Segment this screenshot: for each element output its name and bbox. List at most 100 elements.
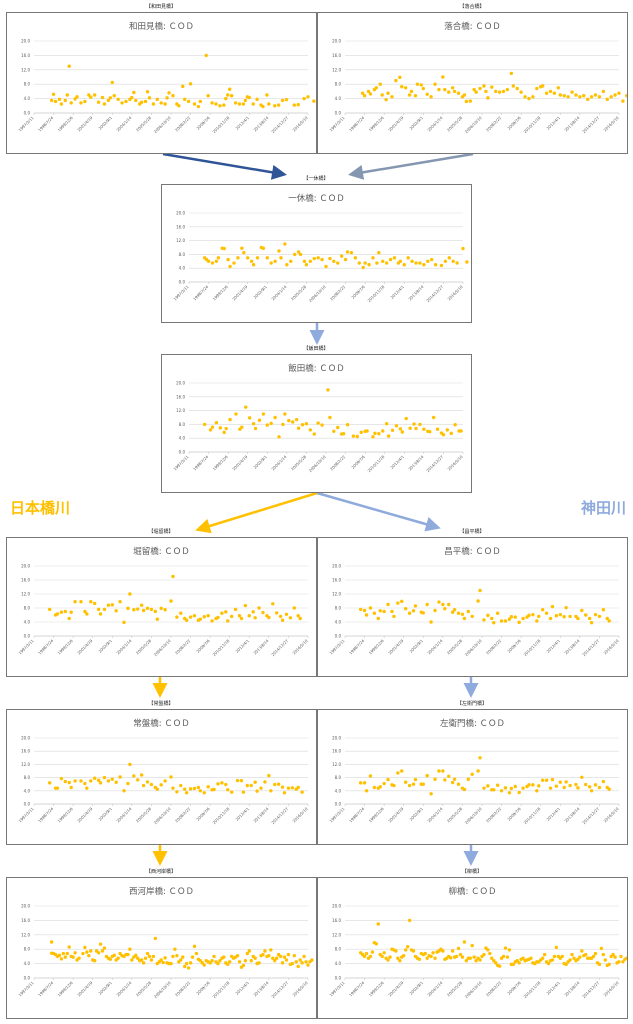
y-tick-label: 16.0 <box>176 394 185 399</box>
x-tick-label: 2008/2/22 <box>329 284 347 302</box>
chart-panel-yanagi: 柳橋: ＣＯＤ 0.0 4.0 8.0 12.0 16.0 20.0 1997/3/11 199… <box>317 877 628 1019</box>
y-tick-label: 4.0 <box>335 620 342 625</box>
x-tick-label: 2005/5/28 <box>135 115 153 133</box>
x-tick-label: 2004/1/14 <box>115 980 133 998</box>
y-tick-label: 0.0 <box>24 111 31 116</box>
x-tick-label: 2016/5/10 <box>602 806 620 824</box>
chart-panel-ikkyu: 一休橋: ＣＯＤ 0.0 4.0 8.0 12.0 16.0 20.0 1997/3/11 19… <box>161 184 472 323</box>
x-tick-label: 2008/2/22 <box>174 806 192 824</box>
data-points <box>49 53 316 109</box>
x-tick-label: 2013/8/14 <box>252 980 270 998</box>
y-tick-label: 8.0 <box>335 82 342 87</box>
x-tick-label: 1997/3/11 <box>17 980 35 998</box>
x-tick-label: 2012/4/1 <box>389 284 405 300</box>
y-tick-label: 12.0 <box>332 592 341 597</box>
x-tick-label: 2010/11/18 <box>522 638 541 657</box>
x-tick-label: 2012/4/1 <box>545 115 561 131</box>
chart-title: 昌平橋: ＣＯＤ <box>444 546 501 557</box>
chart-title: 西河岸橋: ＣＯＤ <box>129 886 194 897</box>
x-tick-label: 2009/7/6 <box>506 638 522 654</box>
x-tick-label: 2012/4/1 <box>545 806 561 822</box>
y-tick-label: 16.0 <box>21 578 30 583</box>
y-tick-label: 20.0 <box>21 904 30 909</box>
arrow-ochiai-to-ikkyu <box>348 152 474 180</box>
panel-label-tokiwa: 【常盤橋】 <box>148 701 174 707</box>
x-tick-label: 2010/11/18 <box>211 115 230 134</box>
y-tick-label: 0.0 <box>335 634 342 639</box>
panel-label-shohei: 【昌平橋】 <box>459 529 485 535</box>
x-tick-label: 2005/5/28 <box>446 806 464 824</box>
x-tick-label: 2010/11/18 <box>211 638 230 657</box>
chart-title: 一休橋: ＣＯＤ <box>288 193 345 204</box>
y-tick-label: 16.0 <box>21 918 30 923</box>
chart-panel-ochiai: 落合橋: ＣＯＤ 0.0 4.0 8.0 12.0 16.0 20.0 1997/3/11 19… <box>317 12 628 154</box>
x-tick-label: 2006/10/10 <box>153 638 172 657</box>
x-tick-label: 2009/7/6 <box>195 638 211 654</box>
x-tick-label: 2010/11/18 <box>211 806 230 825</box>
x-tick-label: 2013/8/14 <box>252 806 270 824</box>
x-tick-label: 1997/3/11 <box>172 284 190 302</box>
x-tick-label: 2008/2/22 <box>485 638 503 656</box>
y-tick-label: 0.0 <box>24 634 31 639</box>
x-tick-label: 2002/9/1 <box>408 980 424 996</box>
x-tick-label: 1999/12/6 <box>368 806 386 824</box>
x-tick-label: 1998/7/24 <box>37 806 55 824</box>
x-tick-label: 2006/10/10 <box>464 638 483 657</box>
x-tick-label: 2002/9/1 <box>408 115 424 131</box>
x-tick-label: 2009/7/6 <box>350 454 366 470</box>
x-tick-label: 2005/5/28 <box>446 638 464 656</box>
y-tick-label: 20.0 <box>21 736 30 741</box>
y-tick-label: 12.0 <box>332 932 341 937</box>
chart-title: 柳橋: ＣＯＤ <box>448 886 496 897</box>
chart-title: 和田見橋: ＣＯＤ <box>129 21 194 32</box>
x-tick-label: 1998/7/24 <box>348 638 366 656</box>
x-tick-label: 2013/8/14 <box>563 115 581 133</box>
x-tick-label: 2013/8/14 <box>563 806 581 824</box>
y-tick-label: 12.0 <box>21 932 30 937</box>
x-tick-label: 2002/9/1 <box>252 454 268 470</box>
x-tick-label: 2016/5/10 <box>602 638 620 656</box>
x-tick-label: 2008/2/22 <box>174 638 192 656</box>
y-tick-label: 12.0 <box>176 238 185 243</box>
x-tick-label: 1999/12/6 <box>368 638 386 656</box>
x-tick-label: 2010/11/18 <box>522 115 541 134</box>
x-tick-label: 1998/7/24 <box>348 806 366 824</box>
x-tick-label: 2002/9/1 <box>97 806 113 822</box>
x-tick-label: 2001/4/19 <box>76 980 94 998</box>
x-tick-label: 2002/9/1 <box>408 638 424 654</box>
panel-label-horidome: 【堀留橋】 <box>148 529 174 535</box>
x-tick-label: 1997/3/11 <box>17 115 35 133</box>
chart-panel-horidome: 堀留橋: ＣＯＤ 0.0 4.0 8.0 12.0 16.0 20.0 1997/3/11 19… <box>6 537 317 677</box>
x-tick-label: 2001/4/19 <box>387 638 405 656</box>
x-tick-label: 1997/3/11 <box>328 980 346 998</box>
x-tick-label: 2013/8/14 <box>407 284 425 302</box>
x-tick-label: 2016/5/10 <box>446 454 464 472</box>
x-tick-label: 2009/7/6 <box>195 115 211 131</box>
x-tick-label: 1999/12/6 <box>212 284 230 302</box>
y-tick-label: 0.0 <box>24 976 31 981</box>
panel-label-ikkyu: 【一休橋】 <box>303 176 329 182</box>
x-tick-label: 2016/5/10 <box>602 980 620 998</box>
x-tick-label: 2013/8/14 <box>563 980 581 998</box>
x-tick-label: 2016/5/10 <box>291 638 309 656</box>
y-tick-label: 8.0 <box>179 422 186 427</box>
x-tick-label: 1999/12/6 <box>57 980 75 998</box>
y-tick-label: 16.0 <box>21 53 30 58</box>
y-tick-label: 12.0 <box>332 67 341 72</box>
x-tick-label: 1998/7/24 <box>192 284 210 302</box>
y-tick-label: 12.0 <box>176 408 185 413</box>
x-tick-label: 2008/2/22 <box>174 980 192 998</box>
panel-label-yanagi: 【柳橋】 <box>461 869 482 875</box>
x-tick-label: 2006/10/10 <box>153 115 172 134</box>
y-tick-label: 20.0 <box>176 211 185 216</box>
y-tick-label: 20.0 <box>332 736 341 741</box>
x-tick-label: 2004/1/14 <box>115 806 133 824</box>
y-tick-label: 12.0 <box>21 592 30 597</box>
x-tick-label: 2014/12/27 <box>270 980 289 999</box>
y-tick-label: 0.0 <box>24 802 31 807</box>
x-tick-label: 2006/10/10 <box>308 454 327 473</box>
chart-panel-saemon: 左衛門橋: ＣＯＤ 0.0 4.0 8.0 12.0 16.0 20.0 1997/3/11 1… <box>317 709 628 845</box>
